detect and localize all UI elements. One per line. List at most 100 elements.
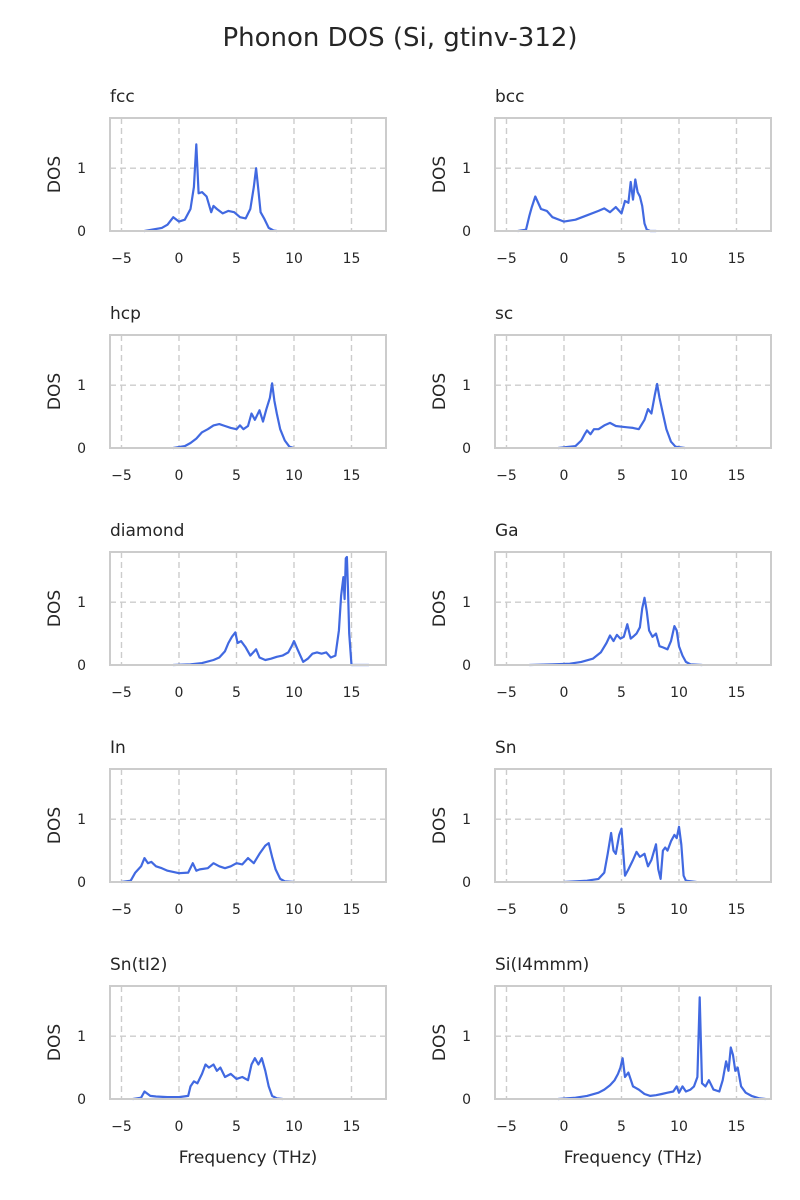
x-tick-label: 5 xyxy=(232,468,241,484)
subplot-1: bcc −5 0 5 10 15 0 1 DOS xyxy=(430,87,772,267)
subplot-title: diamond xyxy=(110,521,184,541)
x-tick-label: 10 xyxy=(670,468,688,484)
x-tick-label: 10 xyxy=(670,1119,688,1135)
y-tick-label: 1 xyxy=(77,595,86,611)
x-tick-label: 5 xyxy=(617,468,626,484)
subplot-6: In −5 0 5 10 15 0 1 DOS xyxy=(45,738,387,918)
axes-frame xyxy=(494,768,772,883)
axes-frame xyxy=(109,334,387,449)
x-tick-label: 5 xyxy=(232,685,241,701)
y-axis-label: DOS xyxy=(430,373,450,410)
x-tick-label: 5 xyxy=(617,251,626,267)
dos-curve xyxy=(120,842,296,884)
axes-frame xyxy=(109,551,387,666)
x-axis-label: Frequency (THz) xyxy=(179,1148,318,1168)
subplot-title: Ga xyxy=(495,521,519,541)
subplot-2: hcp −5 0 5 10 15 0 1 DOS xyxy=(45,304,387,484)
y-tick-label: 0 xyxy=(462,441,471,457)
x-tick-label: 15 xyxy=(343,1119,361,1135)
x-tick-label: 0 xyxy=(560,685,569,701)
y-tick-label: 1 xyxy=(462,1029,471,1045)
y-tick-label: 0 xyxy=(462,224,471,240)
x-tick-label: 0 xyxy=(175,468,184,484)
y-axis-label: DOS xyxy=(430,156,450,193)
y-tick-label: 1 xyxy=(77,161,86,177)
subplot-0: fcc −5 0 5 10 15 0 1 DOS xyxy=(45,87,387,267)
y-axis-label: DOS xyxy=(45,590,65,627)
x-tick-label: 10 xyxy=(285,1119,303,1135)
subplot-title: sc xyxy=(495,304,513,324)
y-tick-label: 1 xyxy=(462,812,471,828)
x-tick-label: 15 xyxy=(728,251,746,267)
subplot-title: Sn xyxy=(495,738,517,758)
y-tick-label: 1 xyxy=(77,812,86,828)
dos-curve xyxy=(172,382,296,450)
x-tick-label: 10 xyxy=(670,902,688,918)
x-tick-label: 0 xyxy=(175,251,184,267)
subplot-4: diamond −5 0 5 10 15 0 1 DOS xyxy=(45,521,387,701)
axes-frame xyxy=(494,985,772,1100)
x-tick-label: 15 xyxy=(728,685,746,701)
y-tick-label: 1 xyxy=(77,1029,86,1045)
x-tick-label: 15 xyxy=(343,685,361,701)
axes-frame xyxy=(109,985,387,1100)
y-axis-label: DOS xyxy=(430,807,450,844)
y-axis-label: DOS xyxy=(430,1024,450,1061)
x-tick-label: 5 xyxy=(232,1119,241,1135)
x-tick-label: −5 xyxy=(111,1119,132,1135)
x-tick-label: −5 xyxy=(111,251,132,267)
axes-frame xyxy=(109,117,387,232)
dos-curve xyxy=(557,996,767,1101)
x-tick-label: 15 xyxy=(343,468,361,484)
x-tick-label: 5 xyxy=(617,902,626,918)
subplot-3: sc −5 0 5 10 15 0 1 DOS xyxy=(430,304,772,484)
y-tick-label: 1 xyxy=(462,595,471,611)
x-tick-label: −5 xyxy=(496,1119,517,1135)
subplot-5: Ga −5 0 5 10 15 0 1 DOS xyxy=(430,521,772,701)
subplot-title: hcp xyxy=(110,304,141,324)
x-tick-label: 0 xyxy=(560,251,569,267)
x-tick-label: −5 xyxy=(496,902,517,918)
y-tick-label: 0 xyxy=(77,658,86,674)
y-axis-label: DOS xyxy=(45,373,65,410)
y-tick-label: 0 xyxy=(462,875,471,891)
subplot-7: Sn −5 0 5 10 15 0 1 DOS xyxy=(430,738,772,918)
dos-curve xyxy=(516,178,658,233)
x-tick-label: −5 xyxy=(496,685,517,701)
y-tick-label: 1 xyxy=(77,378,86,394)
dos-curve xyxy=(557,382,686,450)
x-tick-label: −5 xyxy=(111,685,132,701)
x-tick-label: 15 xyxy=(728,468,746,484)
y-tick-label: 0 xyxy=(462,658,471,674)
y-axis-label: DOS xyxy=(430,590,450,627)
x-tick-label: 10 xyxy=(285,468,303,484)
x-tick-label: 15 xyxy=(343,251,361,267)
x-tick-label: 0 xyxy=(175,685,184,701)
axes-frame xyxy=(494,117,772,232)
y-tick-label: 1 xyxy=(462,161,471,177)
x-tick-label: 5 xyxy=(232,251,241,267)
x-axis-label: Frequency (THz) xyxy=(564,1148,703,1168)
dos-curve xyxy=(143,143,278,233)
y-tick-label: 0 xyxy=(77,441,86,457)
x-tick-label: 15 xyxy=(728,1119,746,1135)
y-tick-label: 0 xyxy=(77,875,86,891)
x-tick-label: −5 xyxy=(496,251,517,267)
axes-frame xyxy=(109,768,387,883)
y-axis-label: DOS xyxy=(45,807,65,844)
x-tick-label: 0 xyxy=(175,902,184,918)
x-tick-label: 5 xyxy=(617,685,626,701)
dos-curve xyxy=(131,1057,284,1101)
subplot-title: Sn(tI2) xyxy=(110,955,167,975)
y-axis-label: DOS xyxy=(45,156,65,193)
axes-frame xyxy=(494,334,772,449)
dos-curve xyxy=(172,555,370,667)
subplot-8: Sn(tI2) −5 0 5 10 15 0 1 DOS Frequency (THz) xyxy=(45,955,387,1168)
subplot-title: In xyxy=(110,738,126,758)
x-tick-label: 0 xyxy=(560,902,569,918)
subplot-title: bcc xyxy=(495,87,524,107)
x-tick-label: 10 xyxy=(670,251,688,267)
subplot-9: Si(I4mmm) −5 0 5 10 15 0 1 DOS Frequency (THz) xyxy=(430,955,772,1168)
